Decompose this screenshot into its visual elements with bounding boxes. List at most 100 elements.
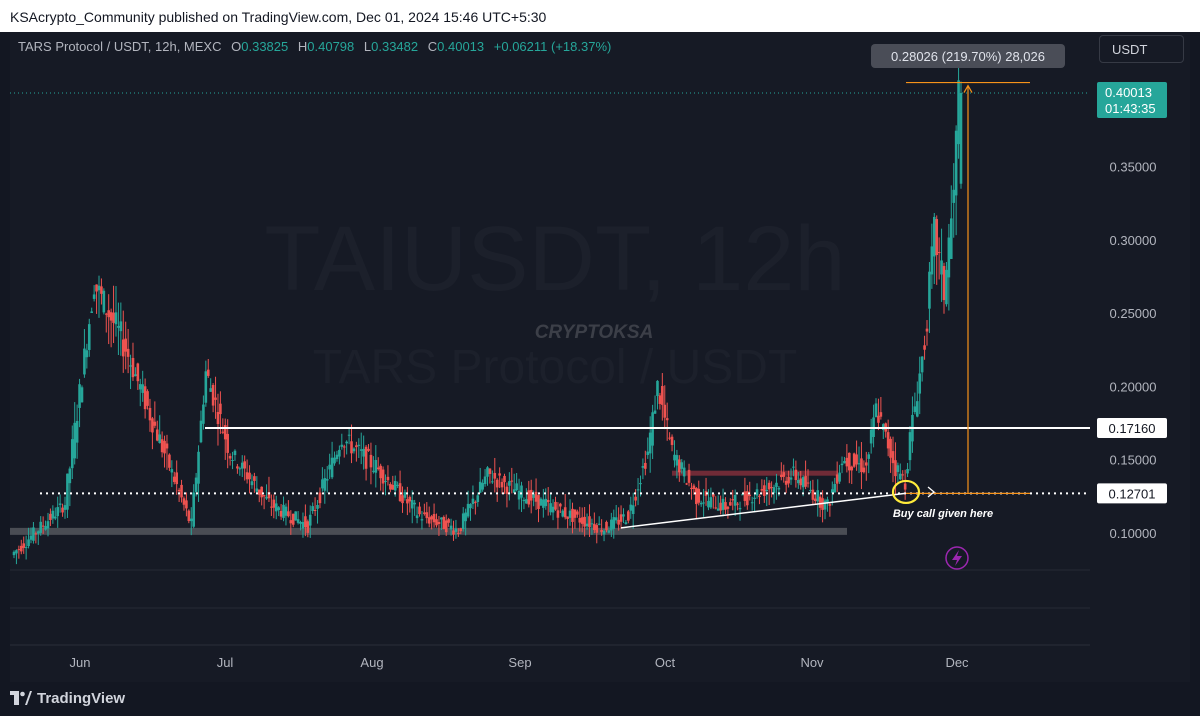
candle-body bbox=[134, 374, 137, 376]
candle-body bbox=[670, 436, 674, 445]
candle-body bbox=[425, 512, 429, 519]
candle-body bbox=[245, 472, 249, 480]
candle-body bbox=[274, 503, 278, 512]
candle-body bbox=[930, 246, 934, 275]
candle-body bbox=[860, 458, 863, 473]
candle-body bbox=[799, 478, 803, 486]
candle-body bbox=[707, 500, 710, 508]
candle-body bbox=[381, 469, 385, 484]
candle-body bbox=[539, 498, 543, 506]
candle-body bbox=[163, 440, 166, 454]
candle-body bbox=[430, 516, 433, 520]
candle-body bbox=[466, 503, 470, 517]
candle-body bbox=[928, 271, 931, 309]
candle-body bbox=[906, 469, 909, 474]
candle-body bbox=[34, 533, 38, 535]
candle-body bbox=[746, 491, 749, 506]
candle-body bbox=[578, 518, 582, 523]
candle-body bbox=[313, 510, 317, 512]
candle-body bbox=[765, 489, 769, 491]
candle-body bbox=[945, 269, 948, 305]
candle-body bbox=[359, 449, 363, 451]
time-tick-label: Sep bbox=[508, 655, 531, 670]
candle-body bbox=[801, 477, 805, 488]
candle-body bbox=[437, 521, 441, 525]
candle-body bbox=[214, 397, 217, 400]
candle-body bbox=[491, 481, 494, 483]
candle-body bbox=[12, 551, 16, 556]
candle-body bbox=[503, 475, 506, 483]
candle-body bbox=[119, 321, 123, 332]
candle-body bbox=[316, 504, 319, 509]
candle-body bbox=[828, 504, 832, 506]
candle-body bbox=[138, 384, 142, 390]
legend-symbol: TARS Protocol / USDT, 12h, MEXC bbox=[18, 39, 222, 54]
candle-body bbox=[78, 384, 81, 408]
candle-body bbox=[447, 519, 450, 523]
candle-body bbox=[590, 523, 594, 525]
candle-body bbox=[784, 480, 788, 485]
candle-body bbox=[287, 511, 290, 517]
candle-body bbox=[760, 489, 764, 491]
candle-body bbox=[814, 498, 817, 502]
candle-body bbox=[743, 491, 747, 501]
legend-low-label: L bbox=[363, 39, 372, 54]
candle-body bbox=[614, 517, 618, 521]
candle-body bbox=[656, 380, 659, 396]
candle-body bbox=[804, 475, 807, 487]
candle-body bbox=[435, 519, 438, 526]
candle-body bbox=[714, 507, 718, 509]
candle-body bbox=[44, 526, 47, 530]
time-tick-label: Oct bbox=[655, 655, 676, 670]
candle-body bbox=[695, 487, 698, 505]
candle-body bbox=[355, 445, 358, 448]
candle-body bbox=[335, 454, 339, 460]
candle-body bbox=[350, 441, 353, 454]
candle-body bbox=[420, 519, 424, 521]
candle-body bbox=[697, 488, 701, 503]
candle-body bbox=[384, 480, 387, 482]
candle-body bbox=[763, 485, 766, 496]
candle-body bbox=[600, 529, 603, 533]
chart-pane[interactable] bbox=[10, 32, 1190, 682]
candle-body bbox=[843, 460, 846, 464]
candle-body bbox=[563, 507, 567, 518]
currency-button[interactable]: USDT bbox=[1099, 35, 1184, 63]
candle-body bbox=[87, 324, 91, 350]
candle-body bbox=[209, 388, 212, 392]
candle-body bbox=[733, 494, 737, 506]
candle-body bbox=[629, 504, 633, 511]
candle-body bbox=[97, 285, 101, 291]
candle-body bbox=[478, 481, 482, 493]
candle-body bbox=[617, 519, 620, 525]
candle-body bbox=[393, 480, 397, 491]
candle-body bbox=[602, 530, 606, 535]
candle-body bbox=[954, 130, 958, 196]
candle-body bbox=[291, 513, 295, 525]
legend-close-value: 0.40013 bbox=[437, 39, 485, 54]
candle-body bbox=[206, 369, 210, 376]
candle-body bbox=[481, 482, 484, 490]
candle-body bbox=[709, 497, 713, 508]
candle-body bbox=[347, 434, 351, 436]
lightning-icon[interactable] bbox=[945, 546, 969, 570]
candle-body bbox=[432, 513, 436, 523]
resistance-level-label: 0.17160 bbox=[1109, 421, 1156, 436]
candle-body bbox=[364, 446, 368, 469]
candle-body bbox=[257, 489, 261, 495]
candle-body bbox=[726, 506, 730, 509]
candle-body bbox=[469, 504, 472, 509]
candle-body bbox=[894, 460, 897, 477]
candle-body bbox=[284, 506, 288, 516]
candle-body bbox=[852, 453, 856, 467]
candle-body bbox=[289, 520, 293, 524]
tradingview-footer[interactable]: TradingView bbox=[10, 688, 125, 708]
candle-body bbox=[520, 485, 523, 498]
time-tick-label: Aug bbox=[360, 655, 383, 670]
candle-body bbox=[848, 452, 851, 471]
candle-body bbox=[410, 500, 414, 509]
candle-body bbox=[406, 499, 409, 504]
candle-body bbox=[243, 461, 246, 469]
candle-body bbox=[250, 481, 254, 486]
